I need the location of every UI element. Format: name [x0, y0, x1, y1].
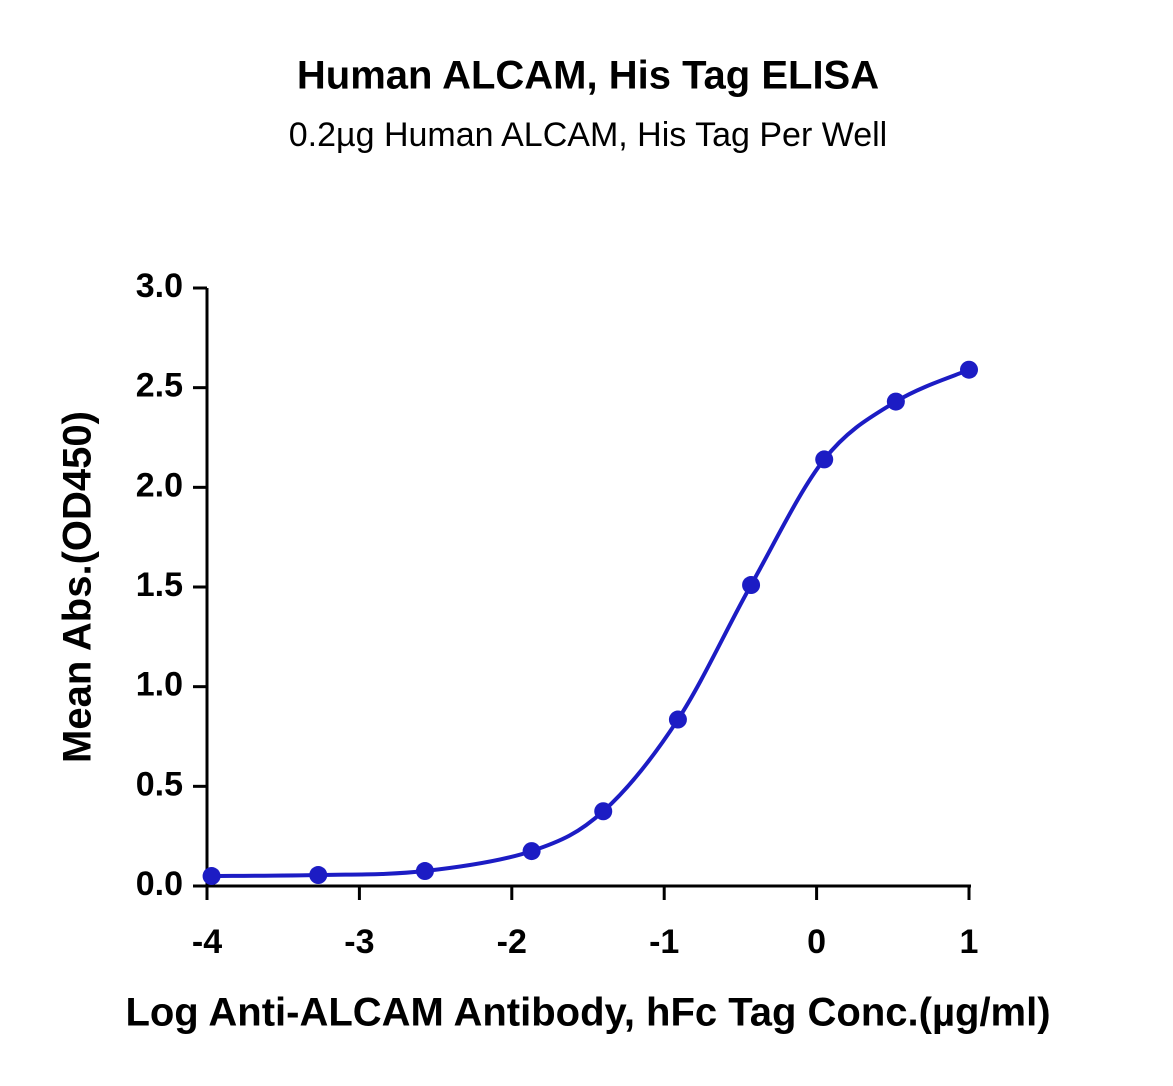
x-tick-label: 0 [807, 923, 826, 961]
x-tick-label: -2 [497, 923, 527, 961]
data-point [522, 842, 541, 861]
data-point [742, 576, 761, 595]
data-point [668, 710, 687, 729]
chart-title: Human ALCAM, His Tag ELISA [297, 54, 879, 98]
x-tick-label: -3 [344, 923, 374, 961]
x-tick-label: 1 [960, 923, 979, 961]
y-tick-label: 1.5 [136, 566, 183, 604]
x-axis-label: Log Anti-ALCAM Antibody, hFc Tag Conc.(µ… [125, 991, 1050, 1035]
x-tick-label: -4 [192, 923, 222, 961]
data-point [960, 360, 978, 379]
data-point [202, 867, 221, 886]
y-tick-label: 0.5 [136, 765, 183, 803]
data-point [415, 862, 434, 881]
data-point [886, 392, 905, 411]
chart-subtitle: 0.2µg Human ALCAM, His Tag Per Well [289, 116, 887, 154]
data-point [309, 866, 328, 885]
y-tick-label: 1.0 [136, 666, 183, 704]
y-tick-label: 2.0 [136, 466, 183, 504]
data-point [815, 450, 834, 469]
data-point [594, 802, 613, 821]
y-tick-label: 0.0 [136, 865, 183, 903]
series-line [211, 367, 970, 879]
y-tick-label: 3.0 [136, 267, 183, 305]
y-axis-label: Mean Abs.(OD450) [56, 411, 100, 763]
y-tick-label: 2.5 [136, 367, 183, 405]
x-tick-label: -1 [649, 923, 679, 961]
